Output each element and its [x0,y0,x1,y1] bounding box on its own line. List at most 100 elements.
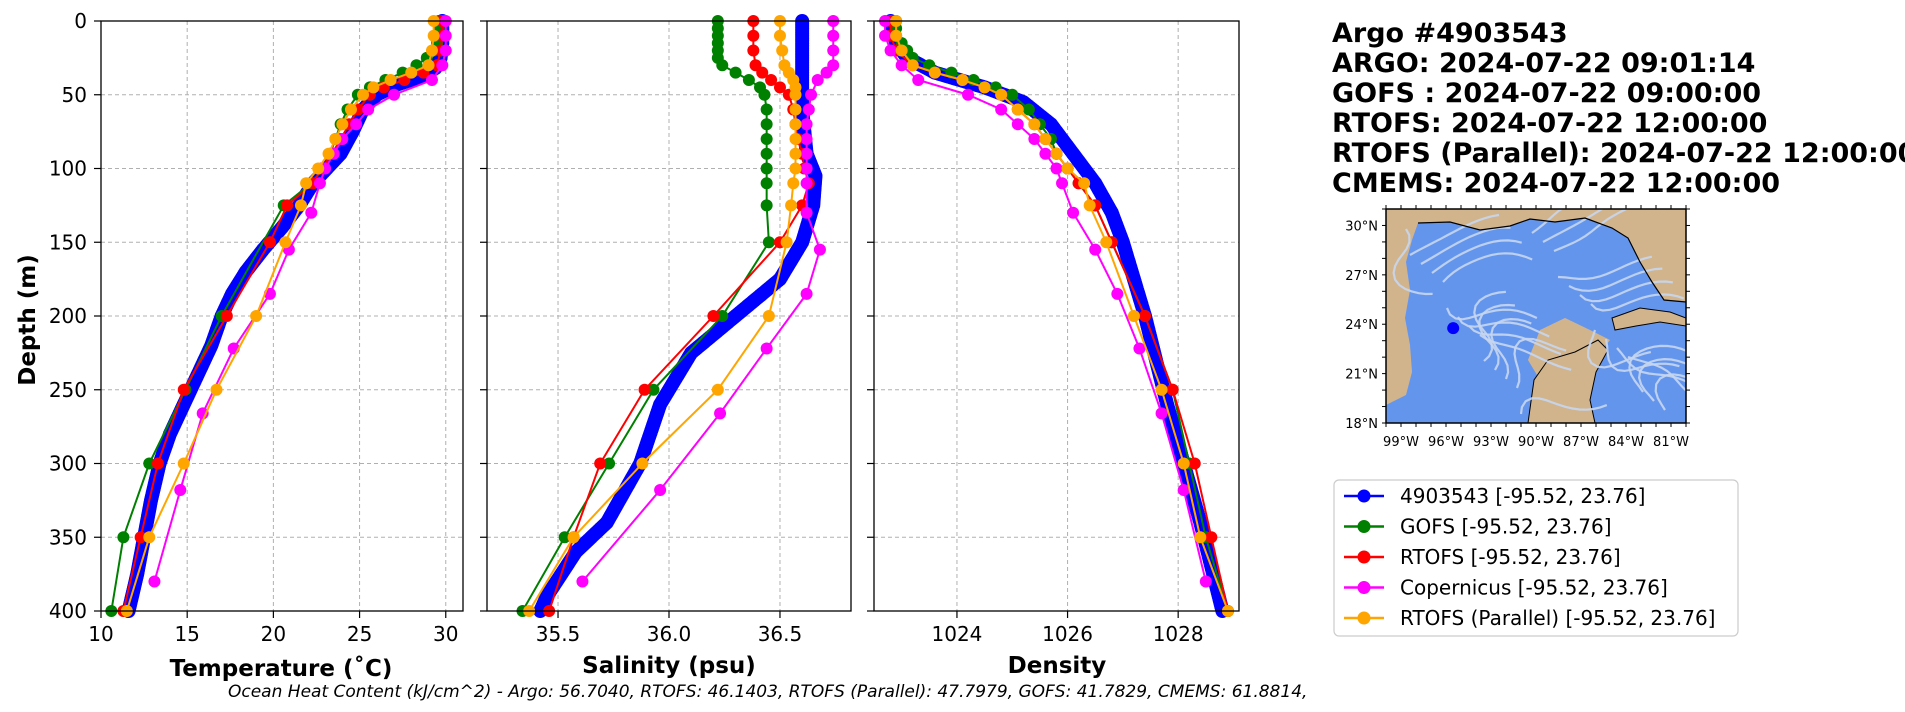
x-tick-label: 1028 [1153,622,1204,646]
data-point [654,484,667,497]
data-point [789,103,802,116]
data-point [1061,162,1074,175]
legend-item: RTOFS [-95.52, 23.76] [1344,545,1621,569]
title-line-gofs-time: GOFS : 2024-07-22 09:00:00 [1332,78,1761,109]
data-point [1138,310,1151,322]
data-point [928,66,941,79]
data-point [1039,133,1052,145]
x-tick-label: 25 [347,622,372,646]
y-tick-label: 50 [62,83,87,107]
salinity-axis-title: Salinity (psu) [582,653,756,679]
streamline [1473,290,1506,362]
data-point [439,29,452,42]
data-point [177,383,190,396]
data-point [1155,383,1168,396]
data-point [1133,342,1146,355]
legend-box [1333,479,1739,637]
title-line-cmems-time: CMEMS: 2024-07-22 12:00:00 [1332,168,1780,199]
data-point [760,177,773,190]
data-point [895,59,908,72]
streamline [1531,209,1564,234]
data-point [789,133,802,145]
data-point [978,81,991,94]
x-tick-label: 1026 [1042,622,1093,646]
data-point [367,81,380,94]
data-point [711,383,724,396]
legend-item: 4903543 [-95.52, 23.76] [1344,484,1645,508]
legend: 4903543 [-95.52, 23.76] GOFS [-95.52, 23.… [1333,479,1739,637]
data-point [800,177,813,190]
legend-swatch-marker [1357,581,1371,594]
x-tick-label: 15 [174,622,199,646]
data-point [1022,103,1035,116]
streamline [1637,357,1686,402]
data-point [789,162,802,175]
data-point [305,206,318,219]
data-point [1194,531,1207,544]
data-point [1028,133,1041,145]
y-tick-label: 0 [74,9,87,33]
data-point [729,66,742,79]
data-point [906,59,919,72]
data-point [773,29,786,42]
data-point [439,44,452,57]
data-point [174,484,187,497]
x-tick-label: 36.0 [647,622,692,646]
legend-label: GOFS [-95.52, 23.76] [1400,515,1612,539]
data-point [776,44,789,57]
data-point [636,457,649,470]
data-point [1083,199,1096,212]
data-point [760,133,773,145]
data-point [151,457,164,470]
data-point [210,383,223,396]
legend-swatch-marker [1357,520,1371,533]
data-point [117,531,130,544]
data-point [322,147,335,160]
series-density-3 [879,15,1212,588]
data-point [1100,236,1113,249]
streamline [1431,239,1522,274]
data-point [576,575,589,588]
data-point [350,118,363,131]
x-tick-label: 20 [261,622,286,646]
data-point [638,383,651,396]
data-point [279,236,292,249]
data-point [143,531,156,544]
data-point [1067,206,1080,219]
data-point [827,29,840,42]
coastline [1417,217,1686,303]
series-temperature-4 [120,15,440,617]
title-line-rtofs-time: RTOFS: 2024-07-22 12:00:00 [1332,108,1767,139]
data-point [787,177,800,190]
data-point [425,74,438,86]
data-point [357,88,370,101]
data-point [811,74,824,86]
data-point [250,310,263,322]
data-point [813,243,826,256]
map-lat-label: 27°N [1345,269,1378,284]
y-tick-label: 350 [49,525,87,549]
map-lon-label: 90°W [1518,435,1554,450]
data-point [362,103,375,116]
data-point [756,66,769,79]
streamline [1604,338,1680,373]
data-point [263,236,276,249]
streamline [1409,213,1500,256]
streamline [1445,307,1538,321]
data-point [773,81,786,94]
streamline [1654,373,1686,411]
data-point [1177,484,1190,497]
temperature-axis-title: Temperature (˚C) [170,655,393,682]
data-point [716,310,729,322]
data-point [962,88,975,101]
streamline [1579,280,1673,303]
data-point [294,199,307,212]
location-map: 30°N 27°N 24°N 21°N 18°N 99°W 96°W 93°W 90°W 87°W… [1345,205,1690,450]
data-point [760,118,773,131]
streamline [1553,209,1630,253]
streamline [1628,344,1686,393]
data-point [1006,88,1019,101]
y-tick-label: 300 [49,452,87,476]
data-point [1056,177,1069,190]
data-point [995,88,1008,101]
